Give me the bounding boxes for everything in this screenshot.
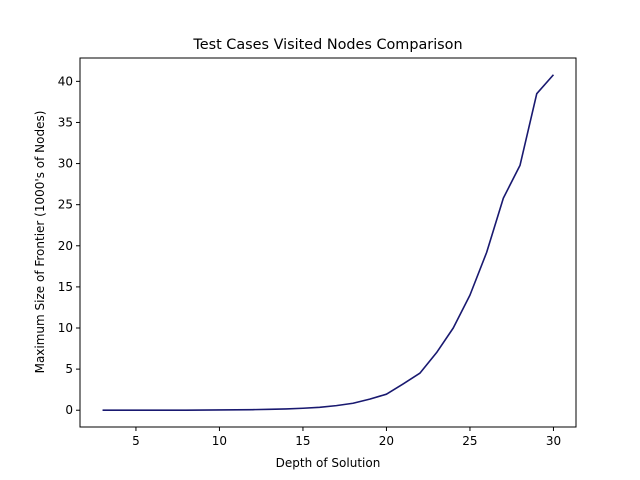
x-tick-label: 10 [212, 434, 227, 448]
x-axis-ticks: 5 10 15 20 25 30 [132, 427, 561, 448]
axes-frame [79, 57, 577, 428]
x-tick-label: 30 [546, 434, 561, 448]
x-tick-label: 20 [379, 434, 394, 448]
y-tick-label: 15 [58, 280, 73, 294]
x-tick-label: 25 [462, 434, 477, 448]
y-axis-ticks: 0 5 10 15 20 25 30 35 40 [58, 74, 80, 417]
y-tick-label: 20 [58, 239, 73, 253]
y-axis-label: Maximum Size of Frontier (1000's of Node… [33, 111, 47, 374]
chart-title: Test Cases Visited Nodes Comparison [192, 37, 462, 53]
x-axis-label: Depth of Solution [276, 456, 381, 470]
x-tick-label: 15 [295, 434, 310, 448]
y-tick-label: 30 [58, 157, 73, 171]
x-tick-label: 5 [132, 434, 140, 448]
y-tick-label: 25 [58, 198, 73, 212]
series-line [102, 74, 555, 412]
y-tick-label: 10 [58, 321, 73, 335]
plot-area [102, 74, 555, 412]
y-tick-label: 35 [58, 115, 73, 129]
y-tick-label: 5 [65, 362, 73, 376]
y-tick-label: 40 [58, 74, 73, 88]
y-tick-label: 0 [65, 403, 73, 417]
